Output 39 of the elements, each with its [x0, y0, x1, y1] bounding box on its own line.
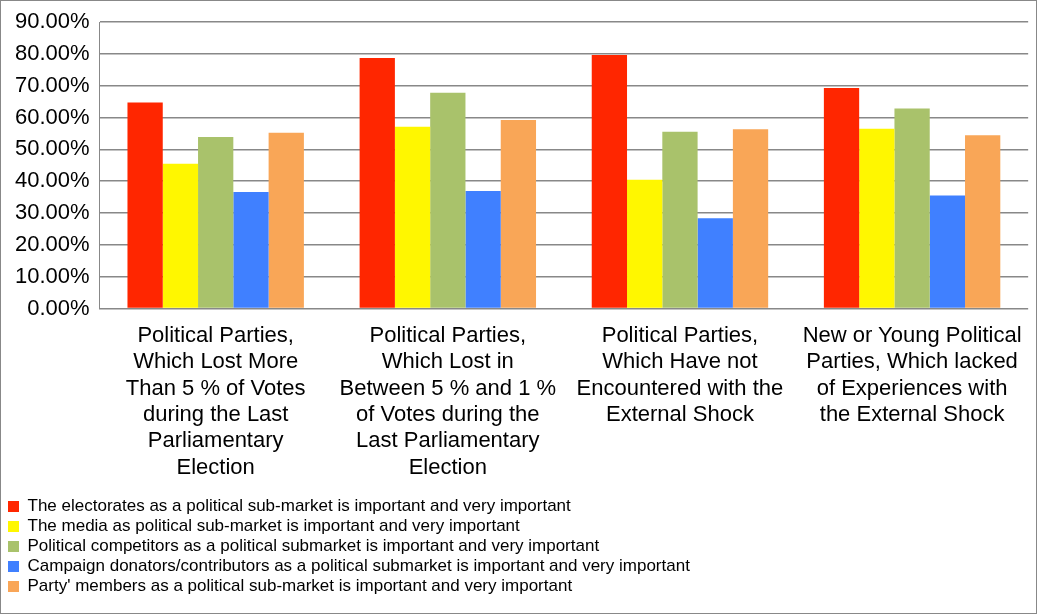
bar	[162, 163, 199, 308]
bar	[859, 128, 895, 308]
legend-label: Campaign donators/contributors as a political submarket is important and very important	[27, 556, 691, 576]
bar	[965, 135, 1001, 308]
y-tick-label: 20.00%	[14, 230, 90, 256]
legend-label: The electorates as a political sub-market is important and very important	[27, 496, 572, 516]
bar	[823, 87, 860, 308]
y-tick-label: 40.00%	[14, 167, 90, 193]
x-tick-label: New or Young Political Parties, Which lacked of Experiences with the External Shock	[802, 321, 1022, 427]
y-tick-label: 10.00%	[14, 262, 90, 288]
legend-label: The media as political sub-market is important and very important	[27, 516, 521, 536]
y-tick-label: 90.00%	[14, 8, 90, 34]
bar	[627, 179, 663, 308]
bar	[662, 131, 698, 308]
y-tick-label: 60.00%	[14, 103, 90, 129]
bar	[894, 108, 930, 308]
x-tick-label: Political Parties, Which Lost More Than 5 % of Votes during the Last Parliamentary Election	[125, 321, 306, 479]
bar	[430, 92, 466, 308]
y-tick-label: 70.00%	[14, 71, 90, 97]
bar	[929, 195, 966, 308]
bar	[198, 136, 234, 308]
bar	[359, 57, 395, 308]
bar	[697, 218, 733, 308]
bar	[591, 55, 628, 308]
x-tick-label: Political Parties, Which Have not Encountered with the External Shock	[576, 321, 784, 427]
bar	[394, 126, 431, 308]
bar	[732, 129, 769, 308]
legend-label: Party' members as a political sub-market is important and very important	[27, 576, 573, 596]
legend-label: Political competitors as a political submarket is important and very important	[27, 536, 600, 556]
bar	[500, 120, 537, 308]
bar	[465, 191, 501, 308]
y-tick-label: 0.00%	[27, 294, 90, 320]
y-tick-label: 30.00%	[14, 199, 90, 225]
y-tick-label: 80.00%	[14, 39, 90, 65]
bar	[127, 102, 163, 308]
bar	[268, 132, 304, 308]
bar	[233, 192, 269, 308]
x-tick-label: Political Parties, Which Lost in Between 5 % and 1 % of Votes during the Last Parliamentary Election	[339, 321, 557, 479]
y-tick-label: 50.00%	[14, 135, 90, 161]
